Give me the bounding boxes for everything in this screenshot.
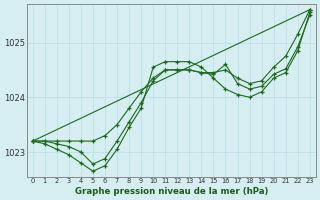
X-axis label: Graphe pression niveau de la mer (hPa): Graphe pression niveau de la mer (hPa) — [75, 187, 268, 196]
